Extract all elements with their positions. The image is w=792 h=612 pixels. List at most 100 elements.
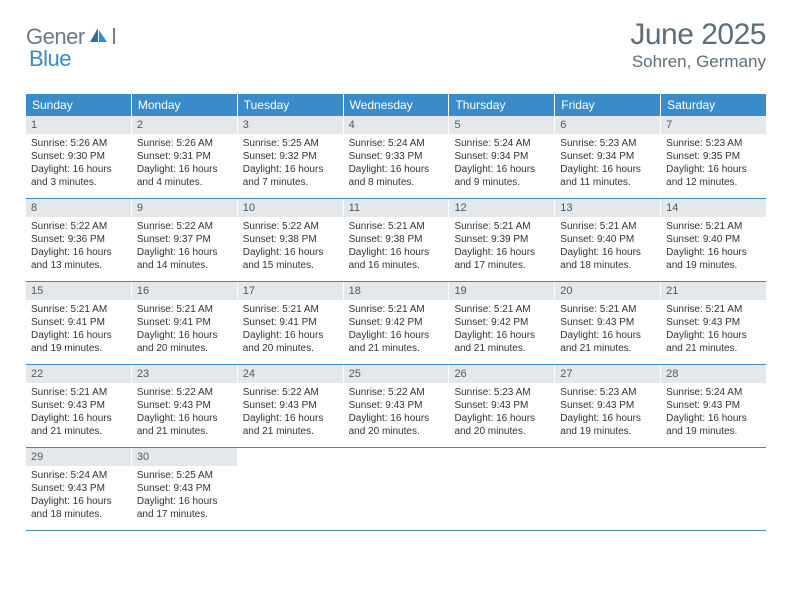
day-dl2: and 19 minutes. xyxy=(666,259,761,272)
day-sunset: Sunset: 9:43 PM xyxy=(31,482,126,495)
day-dl1: Daylight: 16 hours xyxy=(137,246,232,259)
day-info: Sunrise: 5:24 AMSunset: 9:43 PMDaylight:… xyxy=(26,466,131,526)
day-dl1: Daylight: 16 hours xyxy=(666,412,761,425)
day-dl2: and 3 minutes. xyxy=(31,176,126,189)
day-dl2: and 20 minutes. xyxy=(137,342,232,355)
day-sunset: Sunset: 9:43 PM xyxy=(137,399,232,412)
day-dl1: Daylight: 16 hours xyxy=(31,329,126,342)
day-cell xyxy=(555,448,661,530)
day-cell: 28Sunrise: 5:24 AMSunset: 9:43 PMDayligh… xyxy=(661,365,766,447)
day-sunset: Sunset: 9:41 PM xyxy=(137,316,232,329)
day-info: Sunrise: 5:24 AMSunset: 9:33 PMDaylight:… xyxy=(344,134,449,194)
day-sunrise: Sunrise: 5:21 AM xyxy=(31,303,126,316)
week-row: 1Sunrise: 5:26 AMSunset: 9:30 PMDaylight… xyxy=(26,116,766,199)
day-sunset: Sunset: 9:38 PM xyxy=(349,233,444,246)
day-sunrise: Sunrise: 5:22 AM xyxy=(137,386,232,399)
day-sunrise: Sunrise: 5:21 AM xyxy=(560,220,655,233)
day-number: 4 xyxy=(344,116,449,134)
day-sunrise: Sunrise: 5:26 AM xyxy=(31,137,126,150)
day-number: 25 xyxy=(344,365,449,383)
day-cell xyxy=(661,448,766,530)
day-dl2: and 15 minutes. xyxy=(243,259,338,272)
day-sunrise: Sunrise: 5:21 AM xyxy=(137,303,232,316)
day-number: 27 xyxy=(555,365,660,383)
day-header-row: Sunday Monday Tuesday Wednesday Thursday… xyxy=(26,94,766,116)
day-dl1: Daylight: 16 hours xyxy=(243,163,338,176)
day-number: 24 xyxy=(238,365,343,383)
location: Sohren, Germany xyxy=(630,52,766,72)
day-dl2: and 21 minutes. xyxy=(243,425,338,438)
day-info: Sunrise: 5:22 AMSunset: 9:43 PMDaylight:… xyxy=(132,383,237,443)
day-sunset: Sunset: 9:43 PM xyxy=(243,399,338,412)
day-cell: 9Sunrise: 5:22 AMSunset: 9:37 PMDaylight… xyxy=(132,199,238,281)
day-sunset: Sunset: 9:39 PM xyxy=(454,233,549,246)
day-info: Sunrise: 5:25 AMSunset: 9:43 PMDaylight:… xyxy=(132,466,237,526)
logo-text-blue: Blue xyxy=(29,46,71,71)
day-cell: 10Sunrise: 5:22 AMSunset: 9:38 PMDayligh… xyxy=(238,199,344,281)
day-dl1: Daylight: 16 hours xyxy=(349,163,444,176)
day-sunrise: Sunrise: 5:23 AM xyxy=(666,137,761,150)
day-number: 26 xyxy=(449,365,554,383)
day-dl2: and 9 minutes. xyxy=(454,176,549,189)
day-sunset: Sunset: 9:33 PM xyxy=(349,150,444,163)
day-cell: 20Sunrise: 5:21 AMSunset: 9:43 PMDayligh… xyxy=(555,282,661,364)
day-sunset: Sunset: 9:43 PM xyxy=(666,316,761,329)
day-number: 15 xyxy=(26,282,131,300)
day-number: 22 xyxy=(26,365,131,383)
day-sunrise: Sunrise: 5:23 AM xyxy=(560,137,655,150)
day-dl2: and 21 minutes. xyxy=(349,342,444,355)
day-dl1: Daylight: 16 hours xyxy=(243,412,338,425)
day-cell: 1Sunrise: 5:26 AMSunset: 9:30 PMDaylight… xyxy=(26,116,132,198)
day-dl2: and 21 minutes. xyxy=(666,342,761,355)
day-cell: 24Sunrise: 5:22 AMSunset: 9:43 PMDayligh… xyxy=(238,365,344,447)
day-sunset: Sunset: 9:36 PM xyxy=(31,233,126,246)
day-cell: 2Sunrise: 5:26 AMSunset: 9:31 PMDaylight… xyxy=(132,116,238,198)
day-sunset: Sunset: 9:41 PM xyxy=(31,316,126,329)
day-sunset: Sunset: 9:42 PM xyxy=(349,316,444,329)
day-dl2: and 21 minutes. xyxy=(137,425,232,438)
week-row: 15Sunrise: 5:21 AMSunset: 9:41 PMDayligh… xyxy=(26,282,766,365)
day-number: 3 xyxy=(238,116,343,134)
day-info: Sunrise: 5:21 AMSunset: 9:40 PMDaylight:… xyxy=(661,217,766,277)
day-dl1: Daylight: 16 hours xyxy=(31,495,126,508)
day-dl2: and 20 minutes. xyxy=(454,425,549,438)
day-cell: 6Sunrise: 5:23 AMSunset: 9:34 PMDaylight… xyxy=(555,116,661,198)
day-number: 10 xyxy=(238,199,343,217)
day-info: Sunrise: 5:24 AMSunset: 9:43 PMDaylight:… xyxy=(661,383,766,443)
day-number: 13 xyxy=(555,199,660,217)
day-info: Sunrise: 5:23 AMSunset: 9:35 PMDaylight:… xyxy=(661,134,766,194)
day-number: 28 xyxy=(661,365,766,383)
day-cell: 23Sunrise: 5:22 AMSunset: 9:43 PMDayligh… xyxy=(132,365,238,447)
day-dl1: Daylight: 16 hours xyxy=(666,246,761,259)
day-dl1: Daylight: 16 hours xyxy=(666,329,761,342)
day-dl1: Daylight: 16 hours xyxy=(349,246,444,259)
day-info: Sunrise: 5:22 AMSunset: 9:43 PMDaylight:… xyxy=(344,383,449,443)
day-number: 6 xyxy=(555,116,660,134)
day-sunset: Sunset: 9:43 PM xyxy=(349,399,444,412)
day-cell: 7Sunrise: 5:23 AMSunset: 9:35 PMDaylight… xyxy=(661,116,766,198)
day-cell: 13Sunrise: 5:21 AMSunset: 9:40 PMDayligh… xyxy=(555,199,661,281)
day-cell: 3Sunrise: 5:25 AMSunset: 9:32 PMDaylight… xyxy=(238,116,344,198)
day-info: Sunrise: 5:25 AMSunset: 9:32 PMDaylight:… xyxy=(238,134,343,194)
title-block: June 2025 Sohren, Germany xyxy=(630,18,766,72)
day-sunrise: Sunrise: 5:22 AM xyxy=(243,220,338,233)
day-info: Sunrise: 5:22 AMSunset: 9:38 PMDaylight:… xyxy=(238,217,343,277)
day-header-fri: Friday xyxy=(555,94,661,116)
day-number: 21 xyxy=(661,282,766,300)
day-cell xyxy=(344,448,450,530)
day-cell: 16Sunrise: 5:21 AMSunset: 9:41 PMDayligh… xyxy=(132,282,238,364)
day-cell: 12Sunrise: 5:21 AMSunset: 9:39 PMDayligh… xyxy=(449,199,555,281)
day-sunset: Sunset: 9:41 PM xyxy=(243,316,338,329)
day-sunset: Sunset: 9:43 PM xyxy=(666,399,761,412)
day-cell: 8Sunrise: 5:22 AMSunset: 9:36 PMDaylight… xyxy=(26,199,132,281)
logo-sail-icon xyxy=(88,26,108,49)
day-dl2: and 17 minutes. xyxy=(137,508,232,521)
day-sunset: Sunset: 9:37 PM xyxy=(137,233,232,246)
day-sunrise: Sunrise: 5:24 AM xyxy=(31,469,126,482)
day-dl2: and 20 minutes. xyxy=(349,425,444,438)
day-number: 16 xyxy=(132,282,237,300)
day-dl1: Daylight: 16 hours xyxy=(454,163,549,176)
day-cell: 27Sunrise: 5:23 AMSunset: 9:43 PMDayligh… xyxy=(555,365,661,447)
day-sunset: Sunset: 9:40 PM xyxy=(666,233,761,246)
day-dl2: and 19 minutes. xyxy=(666,425,761,438)
